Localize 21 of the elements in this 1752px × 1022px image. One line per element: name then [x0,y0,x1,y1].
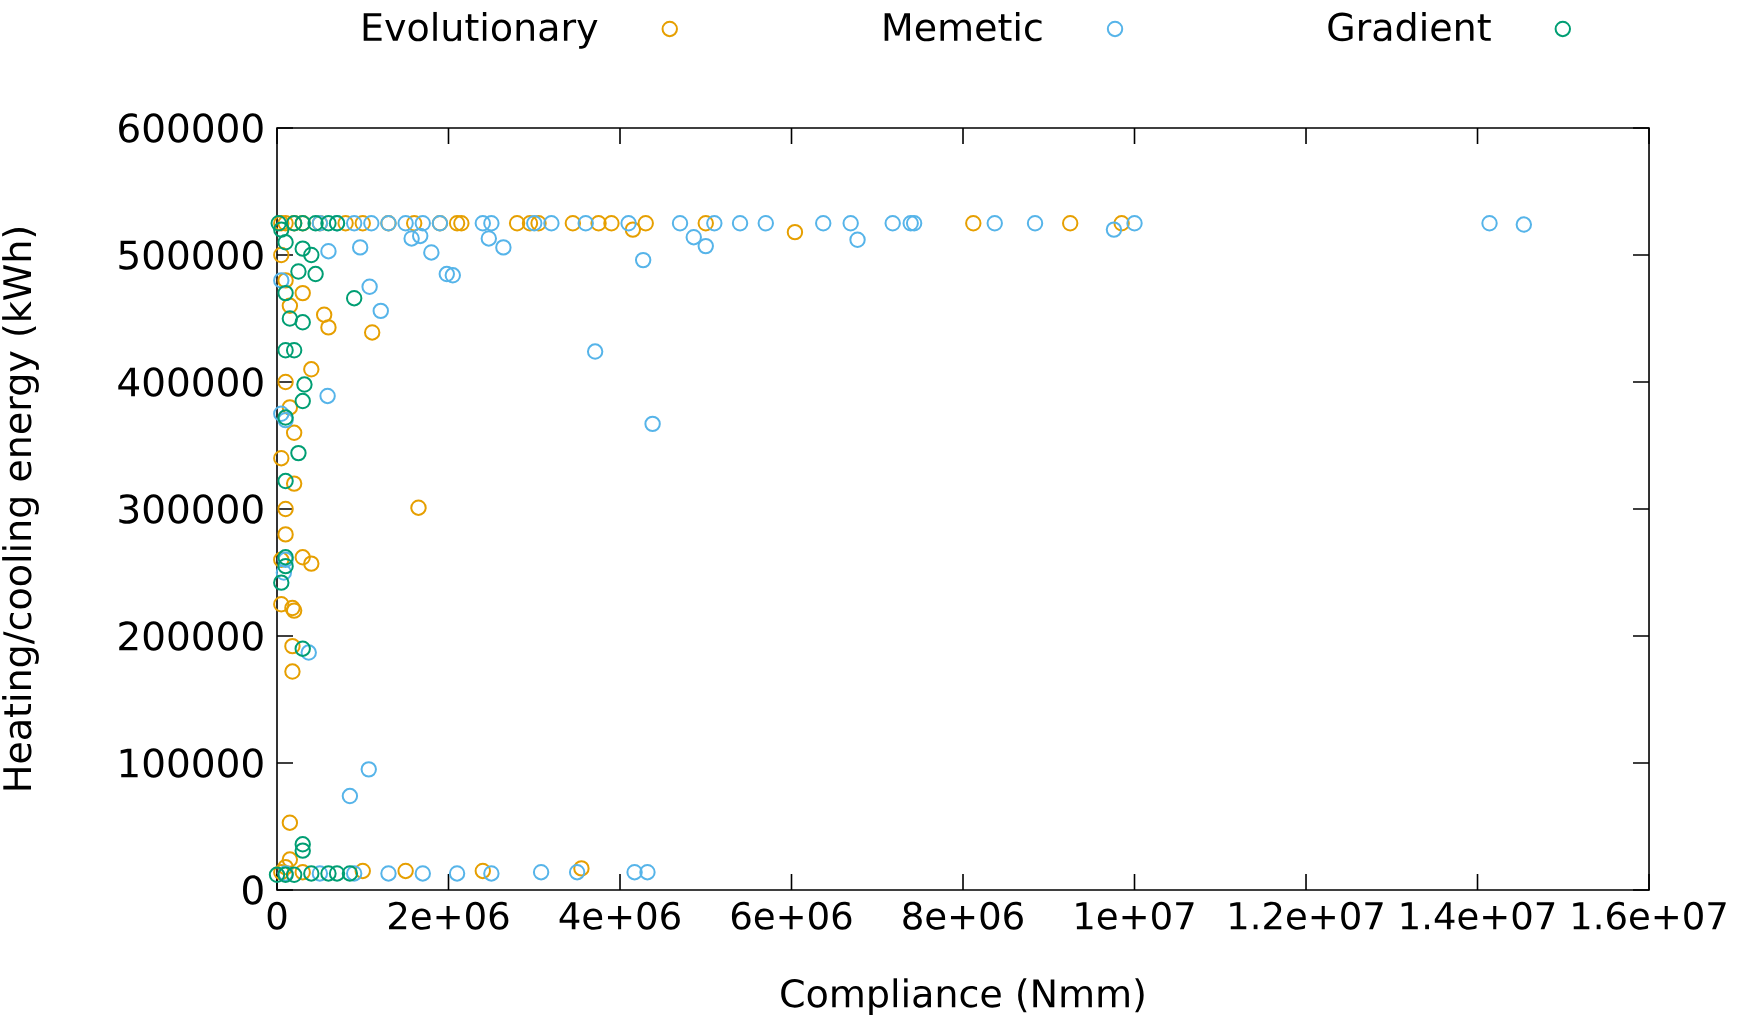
x-tick-label: 4e+06 [559,901,680,930]
x-tick-label: 0 [267,901,287,930]
y-tick-label: 100000 [120,748,263,778]
legend-label: Evolutionary [363,11,598,49]
y-tick-label: 0 [243,875,263,905]
x-tick-label: 1.6e+07 [1573,901,1726,930]
x-tick-label: 2e+06 [389,901,509,930]
legend-label: Memetic [884,11,1042,42]
y-axis-title: Heating/cooling energy (kWh) [2,228,39,790]
y-tick-label: 300000 [119,494,263,524]
x-tick-label: 1.2e+07 [1230,901,1383,930]
legend-label: Gradient [1328,11,1491,42]
x-tick-label: 6e+06 [731,901,852,930]
x-tick-label: 1e+07 [1076,901,1194,930]
y-tick-label: 500000 [119,240,263,270]
x-tick-label: 1.4e+07 [1401,901,1555,930]
x-axis-title: Compliance (Nmm) [781,978,1144,1016]
x-tick-label: 8e+06 [903,901,1023,930]
y-tick-label: 400000 [118,367,263,397]
y-tick-label: 200000 [119,621,263,651]
y-tick-label: 600000 [119,113,263,143]
